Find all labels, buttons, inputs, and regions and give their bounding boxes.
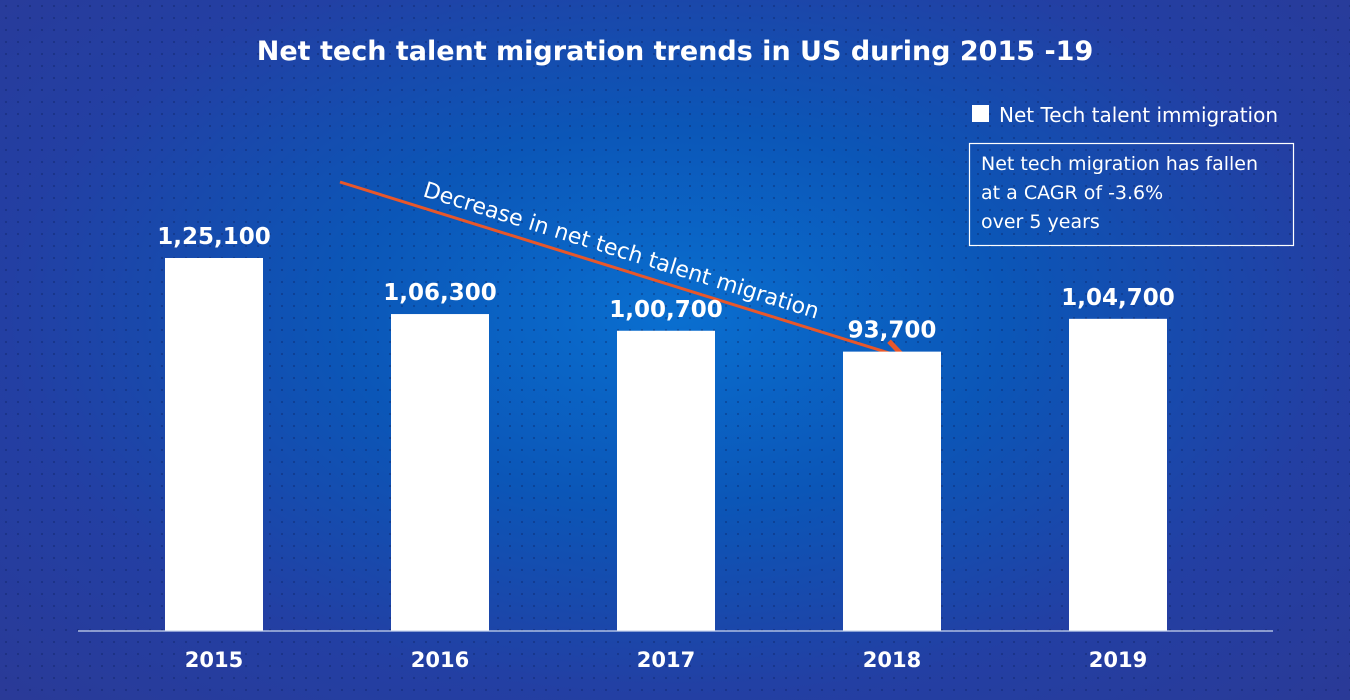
value-labels: 1,25,100 1,06,300 1,00,700 93,700 1,04,700 (157, 224, 1175, 344)
x-tick-label-2017: 2017 (637, 648, 695, 672)
chart-title: Net tech talent migration trends in US d… (257, 36, 1093, 67)
note-line-2: at a CAGR of -3.6% (981, 182, 1163, 204)
cagr-note-box: Net tech migration has fallen at a CAGR … (968, 142, 1295, 247)
x-tick-label-2018: 2018 (863, 648, 921, 672)
bar-2015 (165, 258, 263, 631)
bar-2017 (617, 330, 715, 631)
category-labels: 2015 2016 2017 2018 2019 (185, 648, 1147, 672)
note-line-1: Net tech migration has fallen (981, 153, 1258, 175)
legend: Net Tech talent immigration (972, 103, 1278, 127)
bar-series (165, 258, 1167, 631)
legend-label: Net Tech talent immigration (999, 103, 1278, 127)
x-tick-label-2015: 2015 (185, 648, 243, 672)
note-border (968, 142, 1295, 247)
x-tick-label-2019: 2019 (1089, 648, 1147, 672)
legend-swatch (972, 105, 989, 122)
value-label-2017: 1,00,700 (609, 297, 723, 323)
bar-2019 (1069, 318, 1167, 631)
value-label-2018: 93,700 (848, 318, 937, 344)
bar-2018 (843, 351, 941, 631)
value-label-2016: 1,06,300 (383, 280, 497, 306)
value-label-2015: 1,25,100 (157, 224, 271, 250)
bar-2016 (391, 314, 489, 631)
value-label-2019: 1,04,700 (1061, 285, 1175, 311)
x-tick-label-2016: 2016 (411, 648, 469, 672)
trend-arrow-line (339, 180, 905, 358)
note-line-3: over 5 years (981, 211, 1100, 233)
